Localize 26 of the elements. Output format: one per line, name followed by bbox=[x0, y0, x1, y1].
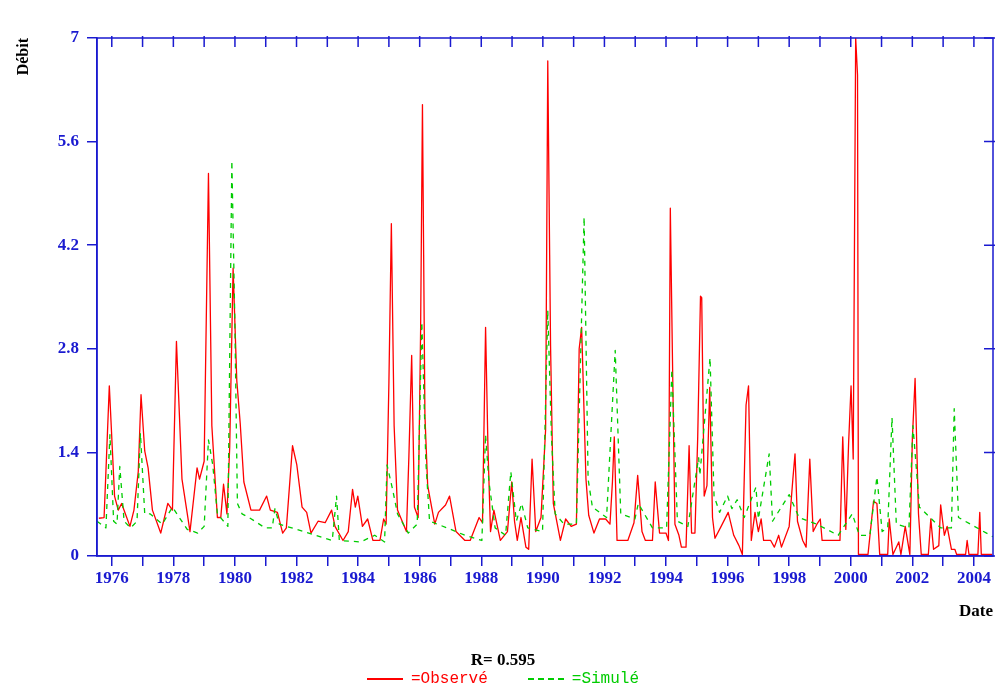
legend-label: =Observé bbox=[410, 670, 488, 688]
x-tick-label: 1978 bbox=[156, 567, 191, 587]
y-tick-label: 5.6 bbox=[57, 130, 79, 150]
x-tick-label: 1994 bbox=[649, 567, 684, 587]
x-tick-label: 1996 bbox=[710, 567, 745, 587]
y-tick-label: 7 bbox=[70, 27, 80, 47]
y-tick-label: 0 bbox=[70, 545, 79, 565]
x-axis-title: Date bbox=[959, 601, 994, 621]
x-tick-label: 1998 bbox=[772, 567, 807, 587]
x-tick-label: 1982 bbox=[279, 567, 314, 587]
x-tick-label: 2002 bbox=[895, 567, 930, 587]
legend-label: =Simulé bbox=[571, 670, 640, 688]
y-axis-title: Débit bbox=[13, 37, 31, 76]
x-tick-label: 1984 bbox=[341, 567, 376, 587]
x-tick-label: 1992 bbox=[587, 567, 622, 587]
y-tick-label: 2.8 bbox=[57, 338, 79, 358]
x-tick-label: 1980 bbox=[217, 567, 252, 587]
text: R= 0.595 bbox=[469, 650, 537, 670]
y-tick-label: 1.4 bbox=[57, 441, 80, 461]
y-tick-label: 4.2 bbox=[57, 234, 79, 254]
x-tick-label: 2004 bbox=[956, 567, 992, 587]
x-tick-label: 2000 bbox=[833, 567, 868, 587]
x-tick-label: 1988 bbox=[464, 567, 499, 587]
x-tick-label: 1976 bbox=[94, 567, 129, 587]
x-tick-label: 1986 bbox=[402, 567, 437, 587]
x-tick-label: 1990 bbox=[525, 567, 560, 587]
